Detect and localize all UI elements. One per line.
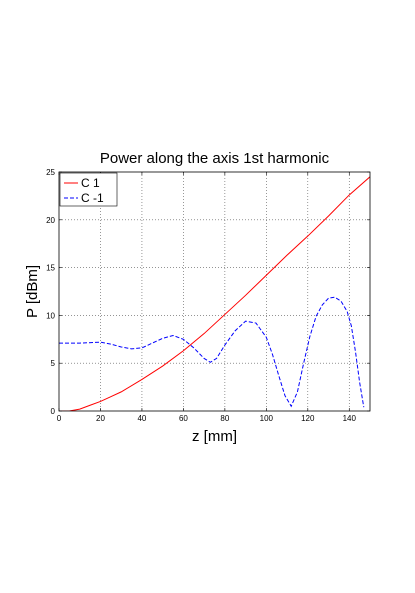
series-line-1	[59, 176, 370, 411]
x-tick-label: 40	[137, 414, 146, 423]
x-tick-label: 120	[301, 414, 315, 423]
legend: C 1C -1	[59, 172, 118, 207]
chart-title: Power along the axis 1st harmonic	[100, 150, 330, 167]
x-tick-label: 20	[96, 414, 105, 423]
legend-box	[59, 172, 118, 207]
axes-frame	[58, 171, 371, 412]
y-tick-label: 15	[46, 264, 55, 273]
y-tick-label: 25	[46, 168, 55, 177]
y-axis-label: P [dBm]	[24, 265, 41, 318]
y-tick-label: 0	[51, 407, 56, 416]
grid	[59, 172, 370, 411]
x-tick-label: 80	[220, 414, 229, 423]
x-tick-label: 100	[260, 414, 274, 423]
series-layer	[59, 176, 370, 411]
legend-label-2: C -1	[81, 191, 104, 205]
y-tick-label: 10	[46, 311, 55, 320]
axes: 0 20 40 60 80 100 120 140 0 5 10 15 20 25	[46, 168, 371, 423]
series-line-2	[59, 296, 365, 408]
x-tick-label: 0	[57, 414, 62, 423]
x-axis-label: z [mm]	[192, 428, 237, 445]
plot-area	[59, 172, 370, 411]
legend-label-1: C 1	[81, 176, 100, 190]
x-tick-label: 140	[343, 414, 357, 423]
y-tick-label: 20	[46, 216, 55, 225]
y-tick-label: 5	[51, 359, 56, 368]
x-tick-label: 60	[179, 414, 188, 423]
